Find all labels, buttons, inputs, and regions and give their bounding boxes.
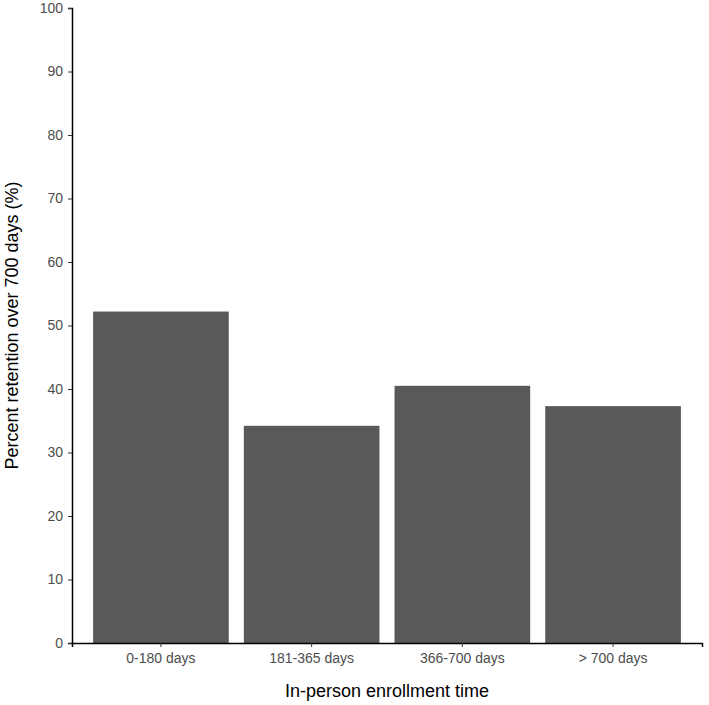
y-tick-mark: [68, 135, 72, 136]
x-axis-title: In-person enrollment time: [285, 681, 489, 701]
y-tick-label: 20: [47, 508, 63, 524]
y-tick-mark: [68, 389, 72, 390]
y-tick: 100: [40, 0, 72, 16]
x-tick-label: 366-700 days: [420, 650, 505, 666]
bar: [93, 312, 229, 643]
x-axis-line: [73, 644, 703, 648]
bars: [93, 312, 681, 643]
y-tick-mark: [68, 516, 72, 517]
y-tick-label: 0: [55, 635, 63, 651]
y-tick-label: 80: [47, 127, 63, 143]
y-tick-mark: [68, 262, 72, 263]
y-tick: 50: [47, 317, 72, 333]
y-tick-label: 40: [47, 381, 63, 397]
x-tick: 181-365 days: [269, 643, 354, 666]
y-tick-label: 100: [40, 0, 64, 16]
y-tick: 90: [47, 63, 72, 79]
x-tick-label: 0-180 days: [126, 650, 195, 666]
x-tick: > 700 days: [579, 643, 648, 666]
y-tick: 80: [47, 127, 72, 143]
y-tick: 0: [55, 635, 72, 651]
x-tick-label: 181-365 days: [269, 650, 354, 666]
y-tick-label: 50: [47, 317, 63, 333]
x-tick-mark: [462, 643, 463, 647]
y-tick-mark: [68, 8, 72, 9]
x-tick-mark: [160, 643, 161, 647]
y-tick: 30: [47, 444, 72, 460]
x-tick: 366-700 days: [420, 643, 505, 666]
y-tick: 20: [47, 508, 72, 524]
bar: [545, 406, 681, 643]
y-tick-mark: [68, 453, 72, 454]
y-tick-label: 30: [47, 444, 63, 460]
bar: [244, 426, 380, 643]
chart: 0 10 20 30 40 50 60 70 80 90 100 0-180 days 181-365 …: [0, 0, 709, 705]
x-tick: 0-180 days: [126, 643, 195, 666]
y-tick-label: 70: [47, 190, 63, 206]
y-tick: 60: [47, 254, 72, 270]
y-tick-label: 10: [47, 571, 63, 587]
bar: [395, 386, 531, 643]
x-tick-mark: [311, 643, 312, 647]
x-tick-mark: [613, 643, 614, 647]
y-tick: 40: [47, 381, 72, 397]
y-tick-mark: [68, 643, 72, 644]
y-tick: 10: [47, 571, 72, 587]
x-tick-label: > 700 days: [579, 650, 648, 666]
y-tick-mark: [68, 326, 72, 327]
y-tick-mark: [68, 199, 72, 200]
y-axis: 0 10 20 30 40 50 60 70 80 90 100: [40, 0, 73, 651]
y-tick-mark: [68, 580, 72, 581]
y-axis-line: [68, 9, 73, 644]
y-tick-label: 60: [47, 254, 63, 270]
y-tick-label: 90: [47, 63, 63, 79]
y-axis-title: Percent retention over 700 days (%): [2, 181, 22, 469]
x-axis: 0-180 days 181-365 days 366-700 days > 700 …: [73, 643, 703, 666]
y-tick-mark: [68, 72, 72, 73]
y-tick: 70: [47, 190, 72, 206]
